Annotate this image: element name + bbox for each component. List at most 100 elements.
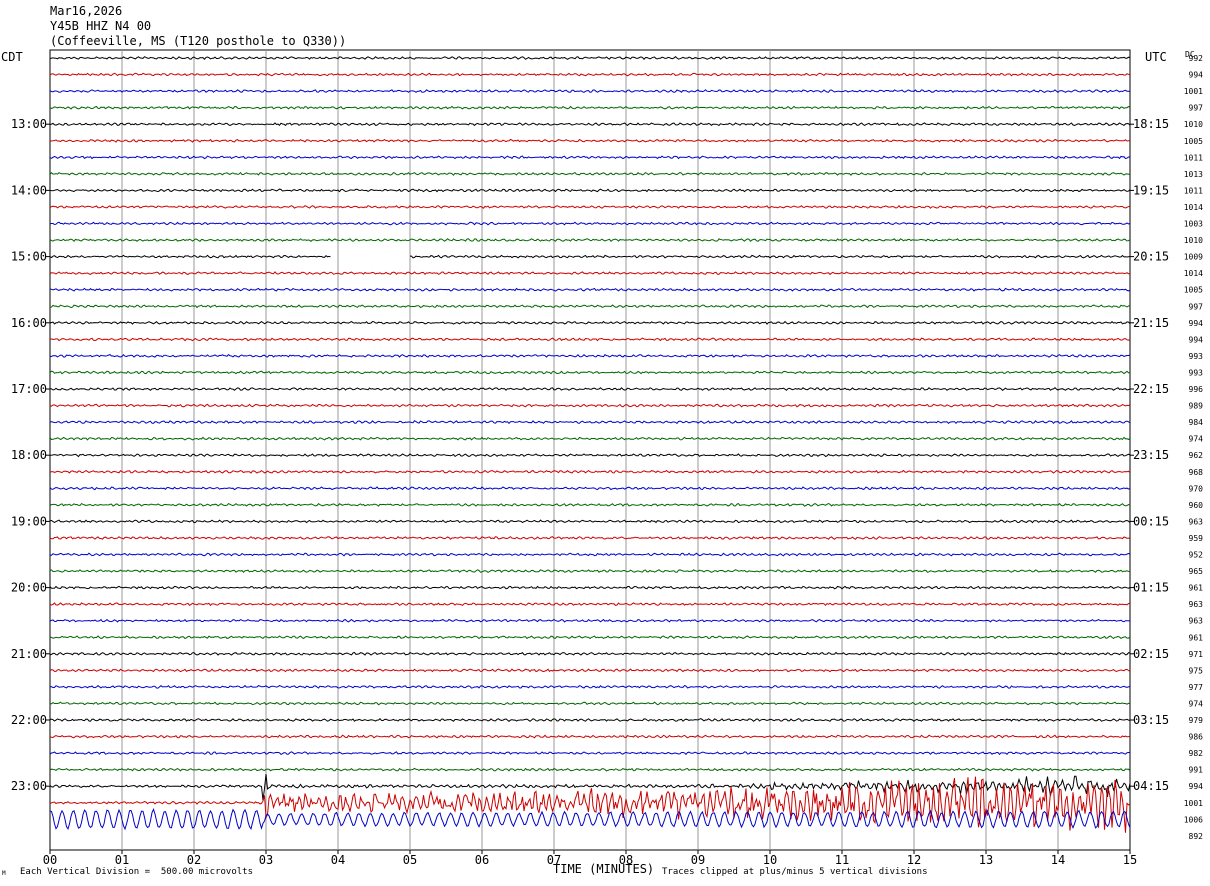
dc-offset-2: 1001 — [1184, 87, 1203, 96]
cdt-label-20:00: 20:00 — [11, 581, 47, 595]
utc-label-03:15: 03:15 — [1133, 713, 1169, 727]
trace-row-12-seg1 — [410, 254, 1131, 259]
utc-label-01:15: 01:15 — [1133, 581, 1169, 595]
x-tick-label-14: 14 — [1051, 853, 1065, 867]
dc-offset-8: 1011 — [1184, 186, 1203, 195]
cdt-label-23:00: 23:00 — [11, 779, 47, 793]
trace-row-2 — [49, 89, 1131, 94]
x-tick-label-02: 02 — [187, 853, 201, 867]
x-tick-label-12: 12 — [907, 853, 921, 867]
x-tick-label-09: 09 — [691, 853, 705, 867]
dc-offset-0: 992 — [1189, 54, 1204, 63]
header-location: (Coffeeville, MS (T120 posthole to Q330)… — [50, 34, 347, 48]
trace-row-14 — [49, 287, 1131, 292]
trace-row-33 — [49, 602, 1131, 607]
x-tick-label-07: 07 — [547, 853, 561, 867]
utc-label-22:15: 22:15 — [1133, 382, 1169, 396]
dc-offset-7: 1013 — [1184, 170, 1203, 179]
utc-label-18:15: 18:15 — [1133, 117, 1169, 131]
dc-offset-11: 1010 — [1184, 236, 1203, 245]
dc-offset-20: 996 — [1189, 385, 1204, 394]
trace-row-3 — [49, 105, 1131, 110]
scale-note: Each Vertical Division = 500.00 microvol… — [20, 867, 253, 877]
utc-axis-title: UTC — [1145, 50, 1167, 64]
trace-row-0 — [49, 56, 1131, 60]
trace-row-11 — [49, 238, 1131, 243]
trace-row-20 — [49, 387, 1131, 391]
dc-offset-36: 971 — [1189, 650, 1204, 659]
utc-label-23:15: 23:15 — [1133, 448, 1169, 462]
cdt-label-19:00: 19:00 — [11, 514, 47, 528]
trace-row-34 — [49, 618, 1131, 623]
x-tick-label-11: 11 — [835, 853, 849, 867]
trace-row-45 — [49, 776, 1131, 833]
utc-label-04:15: 04:15 — [1133, 779, 1169, 793]
x-tick-label-04: 04 — [331, 853, 345, 867]
trace-row-9 — [49, 204, 1131, 209]
dc-offset-14: 1005 — [1184, 286, 1203, 295]
dc-offset-38: 977 — [1189, 683, 1204, 692]
x-tick-label-08: 08 — [619, 853, 633, 867]
dc-offset-42: 982 — [1189, 749, 1204, 758]
x-tick-label-03: 03 — [259, 853, 273, 867]
clip-note: Traces clipped at plus/minus 5 vertical … — [662, 867, 928, 877]
trace-row-18 — [49, 353, 1131, 358]
trace-row-43 — [49, 767, 1131, 772]
dc-offset-6: 1011 — [1184, 153, 1203, 162]
trace-row-35 — [49, 635, 1131, 640]
dc-offset-18: 993 — [1189, 352, 1204, 361]
dc-offset-10: 1003 — [1184, 220, 1203, 229]
dc-offset-26: 970 — [1189, 484, 1204, 493]
x-tick-label-13: 13 — [979, 853, 993, 867]
dc-offset-9: 1014 — [1184, 203, 1203, 212]
dc-offset-4: 1010 — [1184, 120, 1203, 129]
trace-row-25 — [49, 469, 1131, 474]
x-tick-label-10: 10 — [763, 853, 777, 867]
dc-offset-1: 994 — [1189, 71, 1204, 80]
dc-offset-22: 984 — [1189, 418, 1204, 427]
trace-row-13 — [49, 271, 1130, 276]
cdt-label-21:00: 21:00 — [11, 647, 47, 661]
dc-offset-28: 963 — [1189, 517, 1204, 526]
trace-row-22 — [49, 420, 1131, 425]
trace-row-44 — [49, 774, 1131, 801]
trace-row-19 — [49, 370, 1131, 375]
trace-row-41 — [49, 734, 1131, 739]
utc-label-00:15: 00:15 — [1133, 514, 1169, 528]
utc-label-20:15: 20:15 — [1133, 250, 1169, 264]
dc-offset-25: 968 — [1189, 468, 1204, 477]
dc-offset-41: 986 — [1189, 733, 1204, 742]
trace-row-27 — [49, 502, 1131, 507]
trace-row-16 — [49, 320, 1131, 325]
dc-offset-33: 963 — [1189, 600, 1204, 609]
cdt-label-16:00: 16:00 — [11, 316, 47, 330]
trace-row-10 — [49, 221, 1131, 226]
dc-offset-13: 1014 — [1184, 269, 1203, 278]
trace-row-6 — [49, 155, 1131, 160]
trace-row-40 — [49, 717, 1131, 722]
dc-offset-35: 961 — [1189, 633, 1204, 642]
trace-row-37 — [49, 668, 1131, 673]
trace-row-12 — [49, 254, 331, 259]
dc-offset-19: 993 — [1189, 368, 1204, 377]
dc-offset-34: 963 — [1189, 617, 1204, 626]
dc-offset-21: 989 — [1189, 402, 1204, 411]
cdt-label-15:00: 15:00 — [11, 250, 47, 264]
header-date: Mar16,2026 — [50, 4, 123, 18]
dc-offset-47: 892 — [1189, 832, 1204, 841]
utc-label-19:15: 19:15 — [1133, 183, 1169, 197]
x-tick-label-06: 06 — [475, 853, 489, 867]
trace-row-38 — [49, 684, 1131, 689]
x-tick-label-15: 15 — [1123, 853, 1137, 867]
trace-row-23 — [49, 436, 1131, 441]
dc-offset-43: 991 — [1189, 766, 1204, 775]
x-tick-label-01: 01 — [115, 853, 129, 867]
dc-offset-45: 1001 — [1184, 799, 1203, 808]
trace-row-36 — [49, 651, 1131, 656]
header-station: Y45B HHZ N4 00 — [50, 19, 152, 33]
x-tick-label-00: 00 — [43, 853, 57, 867]
trace-row-15 — [49, 304, 1131, 309]
x-axis-title: TIME (MINUTES) — [553, 862, 655, 876]
cdt-label-18:00: 18:00 — [11, 448, 47, 462]
dc-offset-39: 974 — [1189, 699, 1204, 708]
